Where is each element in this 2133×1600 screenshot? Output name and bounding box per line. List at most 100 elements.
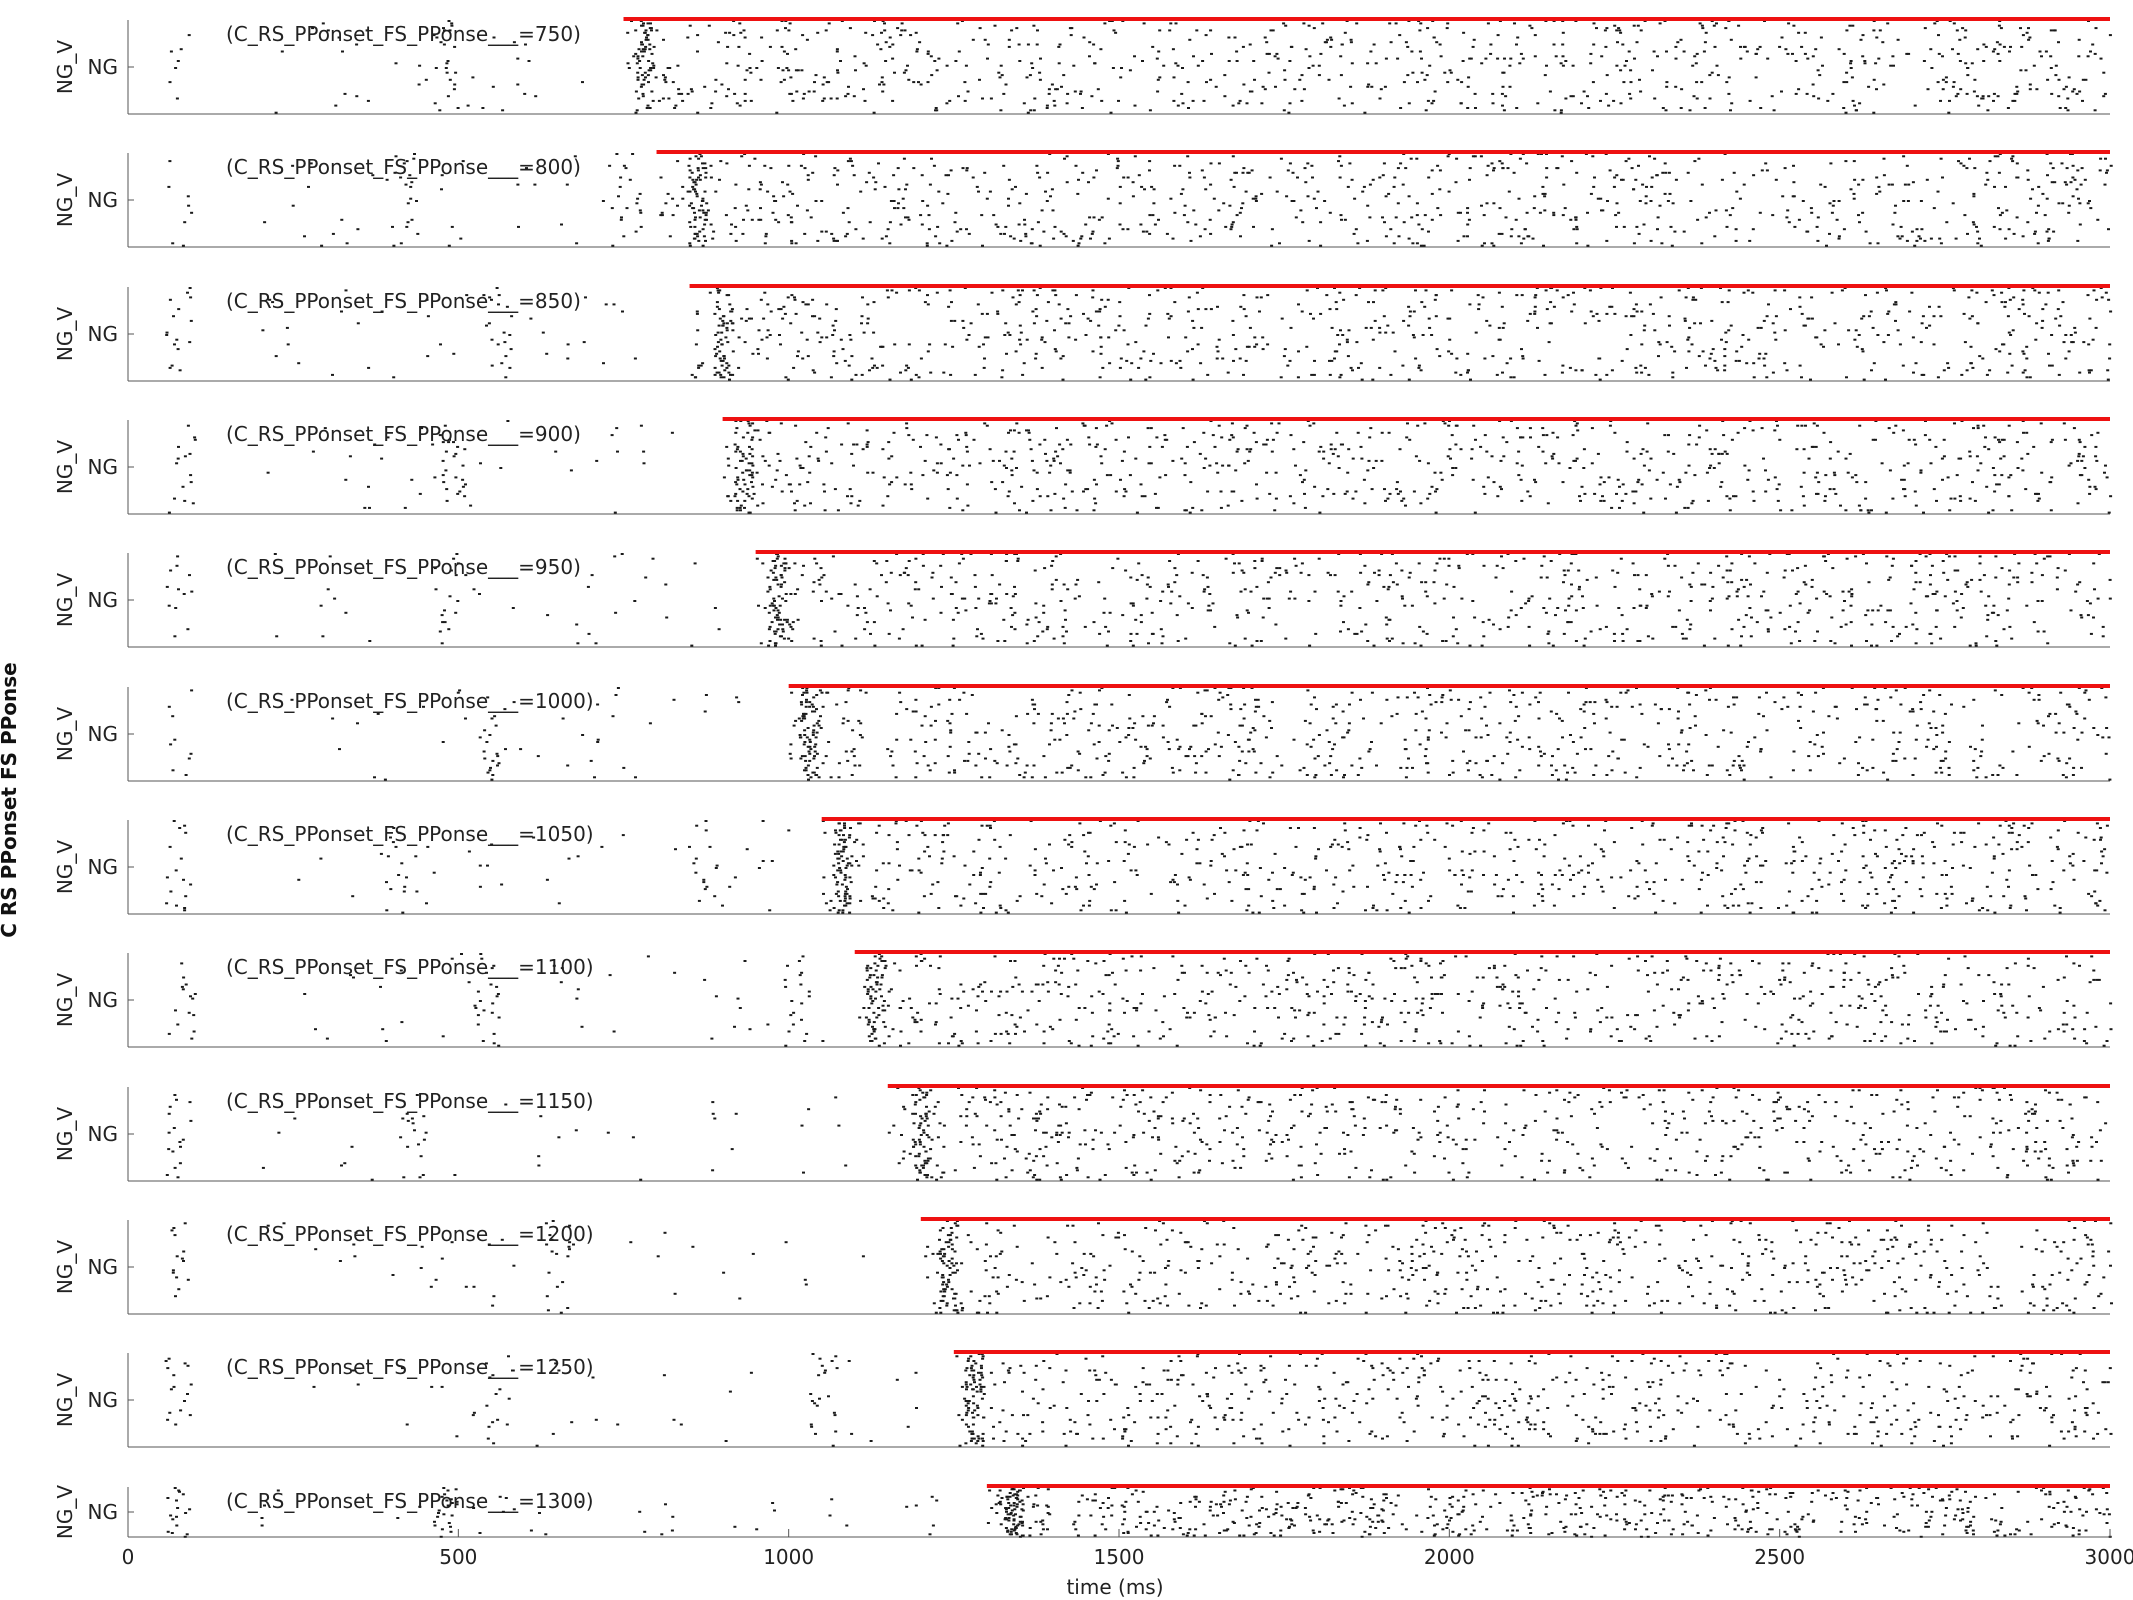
spike-mark xyxy=(439,343,442,346)
spike-mark xyxy=(1855,109,1858,112)
spike-mark xyxy=(693,562,697,565)
spike-mark xyxy=(677,92,681,95)
spike-mark xyxy=(1727,329,1731,332)
spike-mark xyxy=(1740,578,1744,581)
spike-mark xyxy=(804,769,808,772)
spike-mark xyxy=(1806,317,1810,320)
spike-mark xyxy=(1293,557,1297,560)
spike-mark xyxy=(1620,499,1624,502)
spike-mark xyxy=(497,294,501,297)
spike-mark xyxy=(1920,373,1924,376)
spike-mark xyxy=(1148,376,1152,379)
spike-mark xyxy=(1364,623,1368,626)
spike-mark xyxy=(2055,588,2059,591)
spike-mark xyxy=(173,497,176,500)
spike-mark xyxy=(1479,445,1483,448)
spike-mark xyxy=(1867,511,1871,514)
spike-mark xyxy=(171,242,175,245)
spike-mark xyxy=(2016,581,2020,584)
spike-mark xyxy=(806,481,810,484)
spike-mark xyxy=(1240,207,1243,210)
spike-mark xyxy=(812,90,816,93)
spike-mark xyxy=(1341,334,1345,336)
spike-mark xyxy=(1342,621,1345,624)
spike-mark xyxy=(1982,424,1986,427)
spike-mark xyxy=(1302,88,1306,91)
spike-mark xyxy=(802,564,805,567)
spike-mark xyxy=(1129,576,1133,579)
spike-mark xyxy=(1468,303,1472,306)
spike-mark xyxy=(385,178,389,181)
spike-mark xyxy=(1025,511,1028,514)
spike-mark xyxy=(1738,197,1742,200)
spike-mark xyxy=(2092,616,2095,619)
spike-mark xyxy=(1387,431,1391,434)
spike-mark xyxy=(1474,331,1478,334)
spike-mark xyxy=(2090,434,2094,437)
spike-mark xyxy=(771,211,775,214)
spike-mark xyxy=(824,230,828,233)
spike-mark xyxy=(1086,488,1090,491)
spike-mark xyxy=(808,705,812,708)
spike-mark xyxy=(1953,590,1957,593)
spike-mark xyxy=(648,107,652,109)
spike-mark xyxy=(443,424,447,427)
spike-mark xyxy=(914,31,918,34)
spike-mark xyxy=(485,741,489,743)
spike-mark xyxy=(1812,95,1816,98)
spike-mark xyxy=(1203,588,1207,591)
spike-mark xyxy=(806,174,810,177)
spike-mark xyxy=(1519,242,1523,245)
spike-mark xyxy=(1230,490,1234,493)
spike-mark xyxy=(448,595,452,598)
spike-mark xyxy=(1139,621,1143,624)
spike-mark xyxy=(183,455,187,458)
spike-mark xyxy=(2091,338,2095,341)
spike-mark xyxy=(1248,450,1252,453)
panel-label: (C_RS_PPonset_FS_PPonse___=800) xyxy=(226,155,581,179)
spike-mark xyxy=(1851,99,1855,102)
spike-mark xyxy=(998,583,1002,586)
spike-mark xyxy=(1370,488,1374,491)
spike-mark xyxy=(1515,107,1519,109)
spike-mark xyxy=(1184,755,1188,758)
spike-mark xyxy=(1000,74,1004,77)
spike-mark xyxy=(1457,564,1461,567)
spike-mark xyxy=(1504,216,1508,219)
spike-mark xyxy=(909,604,913,607)
spike-mark xyxy=(173,343,176,346)
spike-mark xyxy=(936,225,940,228)
spike-mark xyxy=(1518,62,1522,65)
spike-mark xyxy=(1114,490,1118,493)
spike-mark xyxy=(1046,171,1050,174)
spike-mark xyxy=(1762,457,1765,460)
spike-mark xyxy=(1245,102,1249,105)
spike-mark xyxy=(694,190,697,193)
spike-mark xyxy=(1393,176,1397,179)
spike-mark xyxy=(495,287,499,289)
spike-mark xyxy=(1864,230,1868,233)
spike-mark xyxy=(1202,467,1206,469)
spike-mark xyxy=(652,64,656,67)
spike-mark xyxy=(709,176,713,179)
spike-mark xyxy=(690,90,694,93)
spike-mark xyxy=(989,97,993,100)
spike-mark xyxy=(1007,197,1010,200)
spike-mark xyxy=(1919,471,1923,474)
spike-mark xyxy=(1919,200,1923,202)
spike-mark xyxy=(872,621,876,624)
spike-mark xyxy=(1544,611,1548,614)
spike-mark xyxy=(286,343,290,346)
spike-mark xyxy=(1517,715,1521,718)
spike-mark xyxy=(719,338,723,341)
spike-mark xyxy=(1217,424,1221,427)
spike-mark xyxy=(2064,107,2068,109)
spike-mark xyxy=(1955,609,1959,612)
spike-mark xyxy=(1896,329,1900,332)
spike-mark xyxy=(1330,359,1334,362)
spike-mark xyxy=(1657,341,1661,344)
spike-mark xyxy=(1466,107,1470,109)
spike-mark xyxy=(1822,590,1826,593)
spike-mark xyxy=(820,600,823,602)
spike-mark xyxy=(1636,481,1640,484)
